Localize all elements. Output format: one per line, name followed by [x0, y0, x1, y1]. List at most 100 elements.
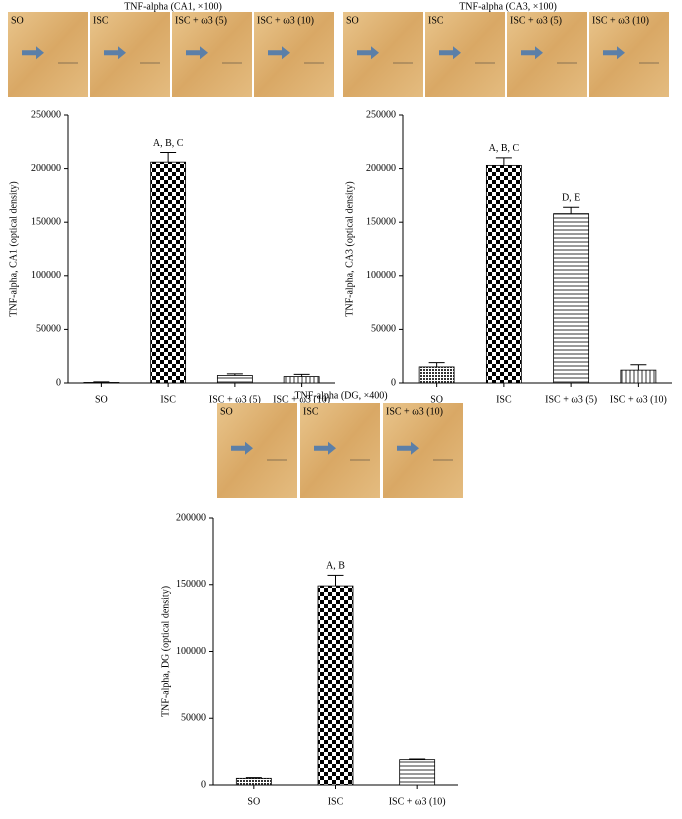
image-title: TNF-alpha (CA1, ×100) — [124, 1, 222, 12]
y-tick-label: 150000 — [176, 579, 206, 590]
bar — [317, 585, 354, 786]
bar-annotation: A, B, C — [153, 138, 184, 149]
y-tick-label: 200000 — [176, 512, 206, 523]
y-tick-label: 50000 — [371, 324, 396, 335]
arrow-head — [282, 46, 290, 60]
image-label: ISC — [93, 15, 109, 26]
arrow — [231, 445, 245, 451]
arrow-head — [617, 46, 625, 60]
y-axis-label: TNF-alpha, CA3 (optical density) — [344, 181, 355, 317]
arrow — [186, 50, 200, 56]
error-bar — [93, 381, 110, 383]
error-bar — [428, 362, 445, 367]
x-tick-label: ISC — [328, 796, 344, 807]
image-label: ISC + ω3 (10) — [257, 15, 314, 26]
image-title: TNF-alpha (DG, ×400) — [294, 390, 387, 401]
image-label: ISC + ω3 (5) — [510, 15, 562, 26]
y-tick-label: 50000 — [181, 713, 206, 724]
arrow-head — [453, 46, 461, 60]
y-tick-label: 150000 — [366, 216, 396, 227]
y-axis-label: TNF-alpha, DG (optical density) — [160, 586, 171, 717]
arrow — [439, 50, 453, 56]
image-label: ISC — [428, 15, 444, 26]
micrograph — [589, 12, 669, 97]
micrograph — [383, 403, 463, 498]
x-tick-label: ISC — [496, 394, 512, 405]
arrow — [22, 50, 36, 56]
image-label: ISC + ω3 (5) — [175, 15, 227, 26]
error-bar — [563, 206, 580, 214]
error-bar — [495, 157, 512, 166]
y-tick-label: 250000 — [366, 109, 396, 120]
y-axis-label: TNF-alpha, CA1 (optical density) — [8, 181, 19, 317]
y-tick-label: 100000 — [31, 270, 61, 281]
arrow — [603, 50, 617, 56]
error-bar — [293, 373, 310, 377]
x-tick-label: ISC + ω3 (10) — [610, 394, 667, 405]
y-tick-label: 50000 — [36, 324, 61, 335]
y-tick-label: 200000 — [366, 163, 396, 174]
bar-annotation: D, E — [562, 192, 580, 203]
arrow-head — [328, 441, 336, 455]
micrograph — [217, 403, 297, 498]
error-bar — [327, 574, 344, 587]
y-tick-label: 0 — [201, 779, 206, 790]
bar — [216, 375, 253, 384]
bar-annotation: A, B — [326, 561, 345, 572]
x-tick-label: SO — [247, 796, 260, 807]
error-bar — [226, 373, 243, 376]
arrow-head — [411, 441, 419, 455]
image-label: ISC — [303, 406, 319, 417]
x-tick-label: SO — [95, 394, 108, 405]
x-tick-label: ISC — [160, 394, 176, 405]
image-label: ISC + ω3 (10) — [386, 406, 443, 417]
x-tick-label: ISC + ω3 (5) — [545, 394, 597, 405]
x-tick-label: ISC + ω3 (5) — [209, 394, 261, 405]
arrow — [104, 50, 118, 56]
x-tick-label: SO — [430, 394, 443, 405]
bar — [553, 213, 590, 384]
image-title: TNF-alpha (CA3, ×100) — [459, 1, 557, 12]
arrow-head — [245, 441, 253, 455]
micrograph — [343, 12, 423, 97]
arrow-head — [118, 46, 126, 60]
y-tick-label: 0 — [56, 377, 61, 388]
micrograph — [172, 12, 252, 97]
bar — [418, 366, 455, 384]
error-bar — [160, 152, 177, 163]
arrow — [521, 50, 535, 56]
bar — [399, 759, 436, 786]
micrograph — [425, 12, 505, 97]
image-label: SO — [220, 406, 233, 417]
arrow — [314, 445, 328, 451]
error-bar — [245, 777, 262, 779]
bar — [620, 369, 657, 384]
micrograph — [254, 12, 334, 97]
y-tick-label: 100000 — [366, 270, 396, 281]
bar — [83, 382, 120, 384]
micrograph — [90, 12, 170, 97]
y-tick-label: 150000 — [31, 216, 61, 227]
x-tick-label: ISC + ω3 (10) — [389, 796, 446, 807]
micrograph — [300, 403, 380, 498]
y-tick-label: 200000 — [31, 163, 61, 174]
arrow — [397, 445, 411, 451]
bar — [150, 161, 187, 384]
image-label: SO — [11, 15, 24, 26]
bar — [485, 164, 522, 384]
arrow-head — [200, 46, 208, 60]
arrow-head — [371, 46, 379, 60]
bar — [283, 376, 320, 384]
image-label: SO — [346, 15, 359, 26]
micrograph — [507, 12, 587, 97]
x-tick-label: ISC + ω3 (10) — [273, 394, 330, 405]
error-bar — [409, 758, 426, 760]
arrow-head — [36, 46, 44, 60]
bar-annotation: A, B, C — [489, 143, 520, 154]
y-tick-label: 100000 — [176, 646, 206, 657]
y-tick-label: 0 — [391, 377, 396, 388]
arrow — [357, 50, 371, 56]
image-label: ISC + ω3 (10) — [592, 15, 649, 26]
arrow-head — [535, 46, 543, 60]
